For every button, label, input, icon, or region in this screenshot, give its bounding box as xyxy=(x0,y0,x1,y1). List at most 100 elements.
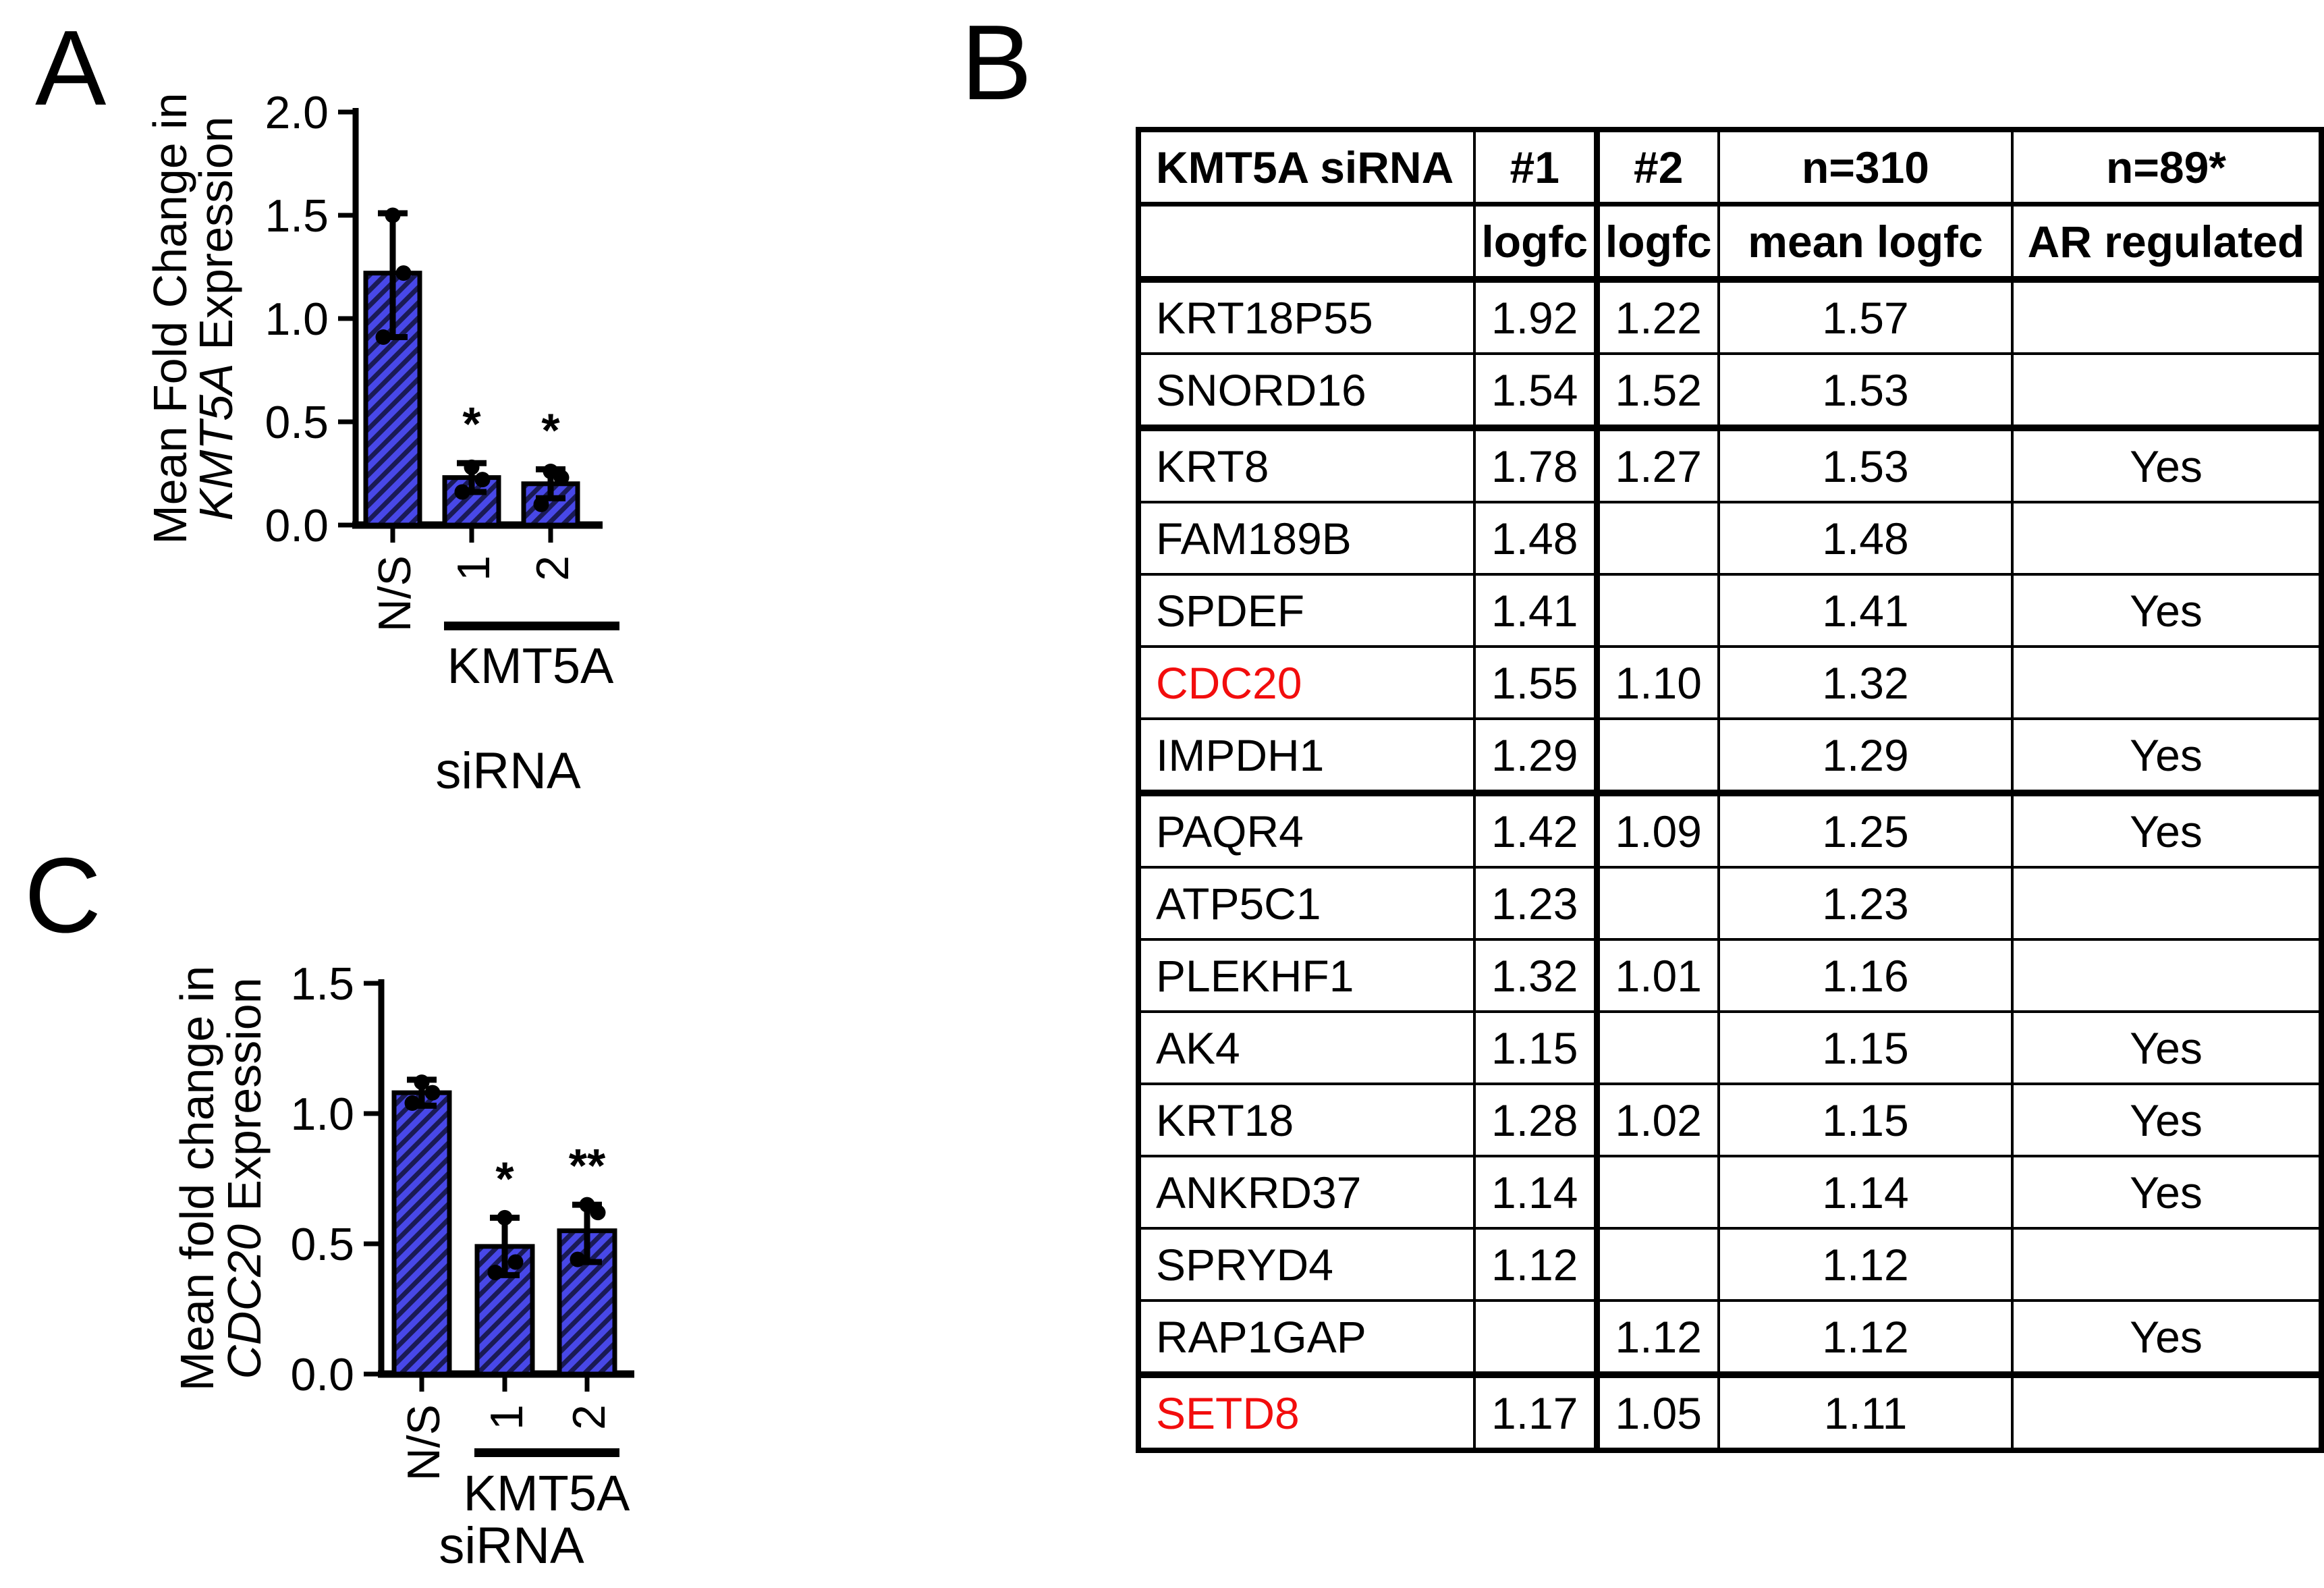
table-row: ATP5C1 1.23 1.23 xyxy=(1137,866,2323,941)
data-point xyxy=(385,207,401,223)
value-cell: 1.10 xyxy=(1595,645,1720,720)
table-row: ANKRD37 1.14 1.14 Yes xyxy=(1137,1155,2323,1230)
y-tick-label: 0.5 xyxy=(265,397,329,448)
group-underline xyxy=(444,622,619,630)
value-cell: Yes xyxy=(2011,717,2323,794)
value-cell xyxy=(2011,938,2323,1013)
table-row: PAQR4 1.42 1.09 1.25 Yes xyxy=(1137,790,2323,869)
data-point xyxy=(414,1074,430,1091)
data-point xyxy=(507,1254,524,1270)
value-cell xyxy=(1473,1299,1600,1376)
value-cell: 1.02 xyxy=(1595,1083,1720,1157)
value-cell: 1.14 xyxy=(1473,1155,1600,1230)
value-cell xyxy=(2011,278,2323,355)
table-row: RAP1GAP 1.12 1.12 Yes xyxy=(1137,1299,2323,1376)
table-header-cell: mean logfc xyxy=(1717,202,2014,283)
value-cell xyxy=(2011,1227,2323,1302)
gene-name-cell: PAQR4 xyxy=(1137,790,1476,869)
table-row: KRT18P55 1.92 1.22 1.57 xyxy=(1137,278,2323,355)
value-cell: 1.32 xyxy=(1473,938,1600,1013)
y-axis-title-line2: CDC20 Expression xyxy=(218,977,271,1379)
table-header-row: logfc logfc mean logfc AR regulated xyxy=(1137,202,2323,283)
data-point xyxy=(404,1095,420,1112)
value-cell: 1.54 xyxy=(1473,352,1600,429)
gene-name-cell: PLEKHF1 xyxy=(1137,938,1476,1013)
table-row: SNORD16 1.54 1.52 1.53 xyxy=(1137,352,2323,429)
x-axis-title: siRNA xyxy=(435,742,581,800)
y-axis-title-line1: Mean Fold Change in xyxy=(144,92,196,544)
table-header-cell: n=310 xyxy=(1717,128,2014,207)
value-cell: 1.23 xyxy=(1717,866,2014,941)
gene-name-cell: CDC20 xyxy=(1137,645,1476,720)
table-row: SETD8 1.17 1.05 1.11 xyxy=(1137,1371,2323,1452)
data-point xyxy=(474,472,491,488)
value-cell: 1.32 xyxy=(1717,645,2014,720)
value-cell: 1.16 xyxy=(1717,938,2014,1013)
value-cell: 1.17 xyxy=(1473,1371,1600,1452)
table-row: PLEKHF1 1.32 1.01 1.16 xyxy=(1137,938,2323,1013)
value-cell: Yes xyxy=(2011,790,2323,869)
value-cell: Yes xyxy=(2011,1299,2323,1376)
value-cell: 1.22 xyxy=(1595,278,1720,355)
gene-name-cell: SNORD16 xyxy=(1137,352,1476,429)
value-cell: 1.53 xyxy=(1717,352,2014,429)
significance-marker: * xyxy=(462,398,481,450)
data-point xyxy=(579,1197,595,1213)
value-cell: 1.42 xyxy=(1473,790,1600,869)
gene-name-cell: SPDEF xyxy=(1137,573,1476,648)
group-underline xyxy=(474,1448,619,1457)
value-cell: 1.15 xyxy=(1473,1010,1600,1085)
panel-label-a: A xyxy=(35,9,107,128)
y-tick-label: 2.0 xyxy=(265,87,329,138)
table-header-cell: AR regulated xyxy=(2011,202,2323,283)
gene-name-cell: AK4 xyxy=(1137,1010,1476,1085)
table-row: SPRYD4 1.12 1.12 xyxy=(1137,1227,2323,1302)
gene-name-cell: SETD8 xyxy=(1137,1371,1476,1452)
x-category-label: 1 xyxy=(448,555,499,581)
panel-label-b: B xyxy=(961,3,1032,122)
data-point xyxy=(533,496,549,512)
value-cell: 1.11 xyxy=(1717,1371,2014,1452)
value-cell: 1.29 xyxy=(1717,717,2014,794)
value-cell xyxy=(1595,1227,1720,1302)
value-cell xyxy=(2011,501,2323,576)
table-row: IMPDH1 1.29 1.29 Yes xyxy=(1137,717,2323,794)
value-cell xyxy=(1595,573,1720,648)
table-row: SPDEF 1.41 1.41 Yes xyxy=(1137,573,2323,648)
value-cell: Yes xyxy=(2011,425,2323,503)
data-point xyxy=(497,1209,513,1226)
table-header-cell: KMT5A siRNA xyxy=(1137,128,1476,207)
value-cell: 1.27 xyxy=(1595,425,1720,503)
value-cell: 1.15 xyxy=(1717,1083,2014,1157)
data-point xyxy=(553,470,570,486)
group-label: KMT5A xyxy=(464,1465,630,1521)
value-cell xyxy=(2011,352,2323,429)
value-cell: 1.28 xyxy=(1473,1083,1600,1157)
value-cell: 1.05 xyxy=(1595,1371,1720,1452)
table-header-cell: #2 xyxy=(1595,128,1720,207)
value-cell: 1.92 xyxy=(1473,278,1600,355)
data-point xyxy=(454,484,470,500)
data-point xyxy=(464,459,480,475)
table-row: CDC20 1.55 1.10 1.32 xyxy=(1137,645,2323,720)
table-header-cell: n=89* xyxy=(2011,128,2323,207)
x-axis-title: siRNA xyxy=(439,1517,584,1575)
value-cell xyxy=(2011,1371,2323,1452)
value-cell: Yes xyxy=(2011,573,2323,648)
x-category-label: N/S xyxy=(369,555,420,632)
data-point xyxy=(424,1085,441,1101)
x-category-label: 1 xyxy=(481,1404,532,1430)
data-point xyxy=(395,265,412,281)
y-tick-label: 1.5 xyxy=(290,958,354,1010)
table-header-cell xyxy=(1137,202,1476,283)
table-row: FAM189B 1.48 1.48 xyxy=(1137,501,2323,576)
value-cell: Yes xyxy=(2011,1010,2323,1085)
y-tick-label: 1.0 xyxy=(265,294,329,345)
table-row: KRT8 1.78 1.27 1.53 Yes xyxy=(1137,425,2323,503)
gene-name-cell: KRT18 xyxy=(1137,1083,1476,1157)
value-cell: 1.52 xyxy=(1595,352,1720,429)
value-cell: 1.41 xyxy=(1717,573,2014,648)
kmt5a-sirna-deg-table: KMT5A siRNA #1 #2 n=310 n=89* logfc logfc mean … xyxy=(1136,127,2324,1453)
data-point xyxy=(487,1264,503,1280)
